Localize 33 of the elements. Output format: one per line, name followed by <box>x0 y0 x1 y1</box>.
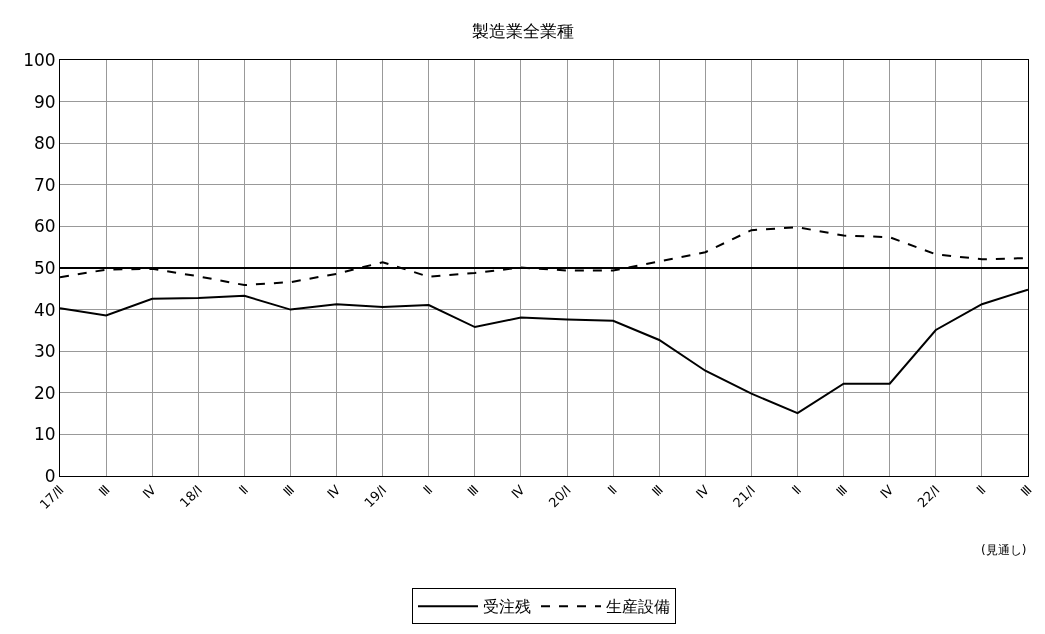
x-tick-label: Ⅲ <box>649 482 666 500</box>
y-tick-label: 60 <box>33 216 56 237</box>
legend-label: 受注残 <box>483 597 531 617</box>
y-tick-label: 40 <box>33 299 56 320</box>
x-tick-label: Ⅳ <box>508 482 528 502</box>
x-tick-label: Ⅲ <box>464 482 482 500</box>
y-tick-label: 90 <box>33 91 56 112</box>
y-tick-label: 80 <box>33 133 56 154</box>
y-tick-label: 70 <box>33 174 56 195</box>
y-tick-label: 0 <box>44 465 56 486</box>
y-tick-label: 10 <box>33 424 56 445</box>
x-tick-label: Ⅳ <box>877 482 897 502</box>
x-tick-label: Ⅱ <box>235 482 252 498</box>
y-tick-label: 100 <box>23 49 56 70</box>
x-tick-label: Ⅱ <box>420 482 436 498</box>
x-tick-label: Ⅱ <box>973 482 989 498</box>
y-tick-label: 30 <box>33 341 56 362</box>
x-tick-label: Ⅲ <box>280 482 298 500</box>
x-tick-label: Ⅱ <box>789 482 805 498</box>
x-tick-label: 19/Ⅰ <box>361 482 390 511</box>
chart-title: 製造業全業種 <box>471 21 574 42</box>
x-tick-label: Ⅲ <box>95 482 113 500</box>
x-tick-label: Ⅱ <box>604 482 620 498</box>
legend-label: 生産設備 <box>606 597 670 617</box>
x-tick-label: Ⅳ <box>324 482 344 502</box>
text: (見通し) <box>981 543 1027 557</box>
x-tick-label: 18/Ⅰ <box>176 482 206 511</box>
x-tick-label: Ⅳ <box>692 482 713 502</box>
x-tick-label: Ⅳ <box>139 482 159 502</box>
y-tick-label: 20 <box>33 382 56 403</box>
x-tick-label: Ⅲ <box>1017 482 1035 500</box>
x-tick-label: Ⅲ <box>833 482 851 500</box>
y-tick-label: 50 <box>33 257 56 278</box>
